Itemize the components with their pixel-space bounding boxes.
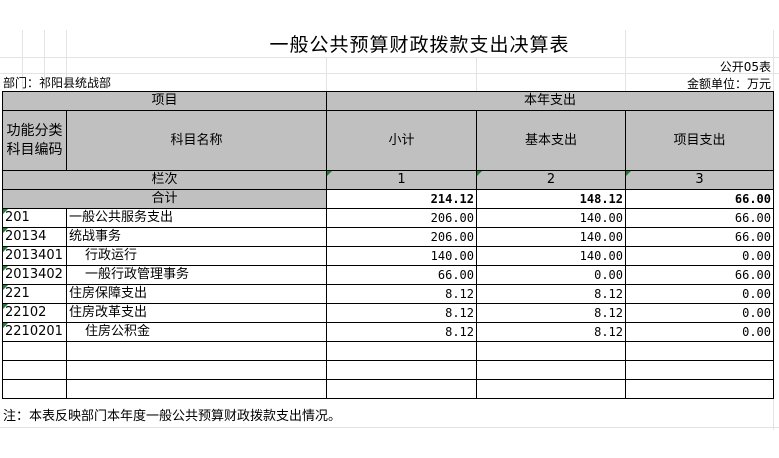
col-index-3: 3 <box>625 170 774 190</box>
row-name: 住房保障支出 <box>66 284 327 304</box>
empty-row <box>2 379 774 399</box>
total-label: 合计 <box>2 189 327 209</box>
col-index-1: 1 <box>326 170 477 190</box>
header-col-index: 栏次 <box>2 170 327 190</box>
row-basic: 0.00 <box>476 265 626 285</box>
table-row: 2013402 一般行政管理事务 66.00 0.00 66.00 <box>2 265 774 285</box>
row-name: 行政运行 <box>66 246 327 266</box>
row-project: 66.00 <box>625 208 774 228</box>
row-subtotal: 66.00 <box>326 265 477 285</box>
row-project: 0.00 <box>625 284 774 304</box>
table-row: 20134 统战事务 206.00 140.00 66.00 <box>2 227 774 247</box>
gridline <box>0 427 779 428</box>
header-subtotal: 小计 <box>326 110 477 171</box>
unit-label: 金额单位：万元 <box>686 77 771 91</box>
gridline <box>66 30 67 90</box>
gridline <box>22 30 23 90</box>
total-project: 66.00 <box>625 189 774 209</box>
header-basic: 基本支出 <box>476 110 626 171</box>
department-label: 部门：祁阳县统战部 <box>3 76 112 90</box>
row-project: 66.00 <box>625 227 774 247</box>
gridline <box>773 30 774 430</box>
header-current-year: 本年支出 <box>326 91 774 111</box>
gridline <box>0 57 779 58</box>
row-basic: 140.00 <box>476 227 626 247</box>
table-row: 221 住房保障支出 8.12 8.12 0.00 <box>2 284 774 304</box>
header-code: 功能分类科目编码 <box>2 110 67 171</box>
gridline <box>0 73 779 74</box>
row-subtotal: 8.12 <box>326 322 477 342</box>
table-row: 2210201 住房公积金 8.12 8.12 0.00 <box>2 322 774 342</box>
row-code: 201 <box>2 208 67 228</box>
row-name: 一般行政管理事务 <box>66 265 327 285</box>
gridline <box>44 30 45 90</box>
row-code: 2013402 <box>2 265 67 285</box>
row-basic: 8.12 <box>476 284 626 304</box>
row-name: 住房改革支出 <box>66 303 327 323</box>
row-name: 一般公共服务支出 <box>66 208 327 228</box>
row-code: 221 <box>2 284 67 304</box>
row-project: 0.00 <box>625 246 774 266</box>
header-project: 项目 <box>2 91 327 111</box>
header-name: 科目名称 <box>66 110 327 171</box>
gridline <box>625 30 626 91</box>
row-project: 66.00 <box>625 265 774 285</box>
row-code: 2013401 <box>2 246 67 266</box>
total-row: 合计 214.12 148.12 66.00 <box>2 189 774 209</box>
row-subtotal: 140.00 <box>326 246 477 266</box>
row-project: 0.00 <box>625 322 774 342</box>
row-subtotal: 8.12 <box>326 284 477 304</box>
row-basic: 8.12 <box>476 303 626 323</box>
row-subtotal: 8.12 <box>326 303 477 323</box>
gridline <box>476 57 477 91</box>
col-index-2: 2 <box>476 170 626 190</box>
form-number: 公开05表 <box>719 60 771 74</box>
table-row: 2013401 行政运行 140.00 140.00 0.00 <box>2 246 774 266</box>
gridline <box>326 57 327 91</box>
row-project: 0.00 <box>625 303 774 323</box>
row-code: 22102 <box>2 303 67 323</box>
row-basic: 140.00 <box>476 246 626 266</box>
row-code: 2210201 <box>2 322 67 342</box>
table-row: 22102 住房改革支出 8.12 8.12 0.00 <box>2 303 774 323</box>
row-subtotal: 206.00 <box>326 227 477 247</box>
row-name: 统战事务 <box>66 227 327 247</box>
expenditure-table: 项目 本年支出 功能分类科目编码 科目名称 小计 基本支出 项目支出 栏次 1 … <box>2 91 774 399</box>
total-basic: 148.12 <box>476 189 626 209</box>
total-subtotal: 214.12 <box>326 189 477 209</box>
empty-row <box>2 341 774 361</box>
row-basic: 8.12 <box>476 322 626 342</box>
page-title: 一般公共预算财政拨款支出决算表 <box>269 34 570 56</box>
header-project-exp: 项目支出 <box>625 110 774 171</box>
row-basic: 140.00 <box>476 208 626 228</box>
empty-row <box>2 360 774 380</box>
footnote: 注：本表反映部门本年度一般公共预算财政拨款支出情况。 <box>3 409 342 424</box>
table-row: 201 一般公共服务支出 206.00 140.00 66.00 <box>2 208 774 228</box>
row-name: 住房公积金 <box>66 322 327 342</box>
row-subtotal: 206.00 <box>326 208 477 228</box>
row-code: 20134 <box>2 227 67 247</box>
